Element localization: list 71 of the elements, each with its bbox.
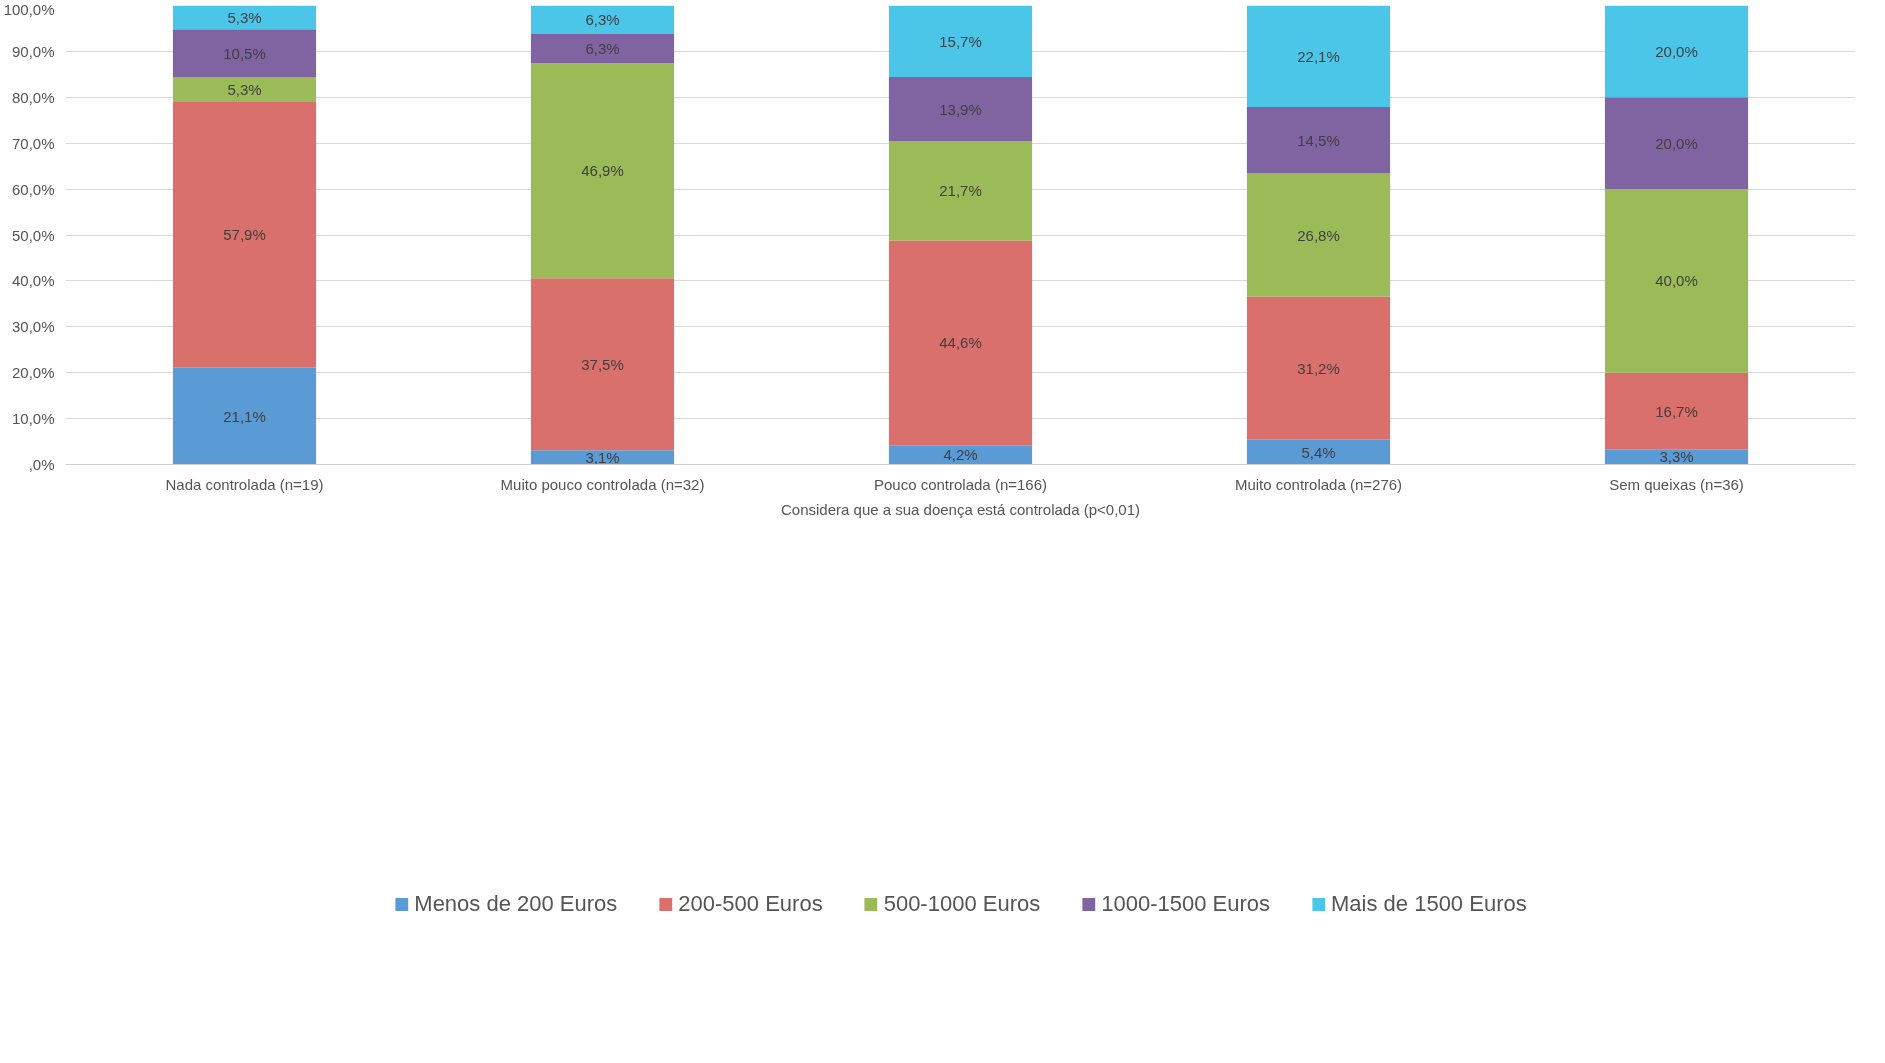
- y-tick-label: 20,0%: [11, 364, 55, 382]
- bar: [1604, 189, 1749, 373]
- data-label: 4,2%: [943, 446, 978, 464]
- bar: [172, 29, 317, 78]
- data-label: 57,9%: [223, 226, 266, 244]
- data-label: 3,1%: [585, 448, 620, 466]
- x-tick-label: Sem queixas (n=36): [1609, 475, 1744, 493]
- y-tick-label: 60,0%: [11, 180, 55, 198]
- data-label: 37,5%: [581, 355, 624, 373]
- data-label: 6,3%: [585, 11, 620, 28]
- bar: [1604, 372, 1749, 450]
- bar: [1604, 5, 1749, 98]
- legend-label: Mais de 1500 Euros: [1331, 890, 1527, 917]
- legend-label: 200-500 Euros: [678, 890, 823, 917]
- data-label: 15,7%: [939, 32, 982, 50]
- y-tick-label: 10,0%: [11, 410, 55, 428]
- y-tick-label: ,0%: [28, 456, 55, 473]
- bar: [888, 5, 1033, 78]
- y-tick-label: 40,0%: [11, 272, 55, 290]
- legend-label: 500-1000 Euros: [883, 890, 1041, 917]
- bar: [530, 5, 675, 34]
- data-label: 13,9%: [939, 100, 982, 118]
- bar: [1246, 173, 1391, 297]
- bar: [1246, 5, 1391, 107]
- data-label: 5,3%: [227, 81, 262, 99]
- data-label: 14,5%: [1297, 131, 1340, 149]
- bar: [1246, 296, 1391, 440]
- legend-label: Menos de 200 Euros: [414, 890, 618, 917]
- x-tick-label: Muito controlada (n=276): [1234, 475, 1403, 493]
- bar: [530, 62, 675, 279]
- data-label: 6,3%: [585, 39, 620, 57]
- data-label: 10,5%: [223, 44, 266, 62]
- data-label: 22,1%: [1297, 47, 1340, 65]
- data-label: 20,0%: [1655, 134, 1698, 152]
- data-label: 44,6%: [939, 334, 982, 352]
- bar: [172, 5, 317, 30]
- bar: [888, 240, 1033, 446]
- y-tick-label: 80,0%: [11, 88, 55, 106]
- bar: [530, 278, 675, 451]
- bar: [1246, 106, 1391, 174]
- x-tick-label: Pouco controlada (n=166): [873, 475, 1048, 493]
- bar: [888, 140, 1033, 241]
- data-label: 26,8%: [1297, 226, 1340, 244]
- bar: [1604, 449, 1749, 465]
- legend-label: 1000-1500 Euros: [1101, 890, 1271, 917]
- data-label: 5,4%: [1301, 443, 1336, 461]
- y-tick-label: 30,0%: [11, 318, 55, 336]
- data-label: 5,3%: [227, 8, 262, 26]
- data-label: 21,7%: [939, 182, 982, 200]
- data-label: 46,9%: [581, 162, 624, 180]
- data-label: 21,1%: [223, 407, 266, 425]
- bar: [172, 77, 317, 102]
- x-tick-label: Muito pouco controlada (n=32): [500, 475, 705, 493]
- data-label: 31,2%: [1297, 359, 1340, 377]
- data-label: 20,0%: [1655, 42, 1698, 60]
- x-tick-label: Nada controlada (n=19): [165, 475, 324, 493]
- bar: [1604, 97, 1749, 190]
- y-tick-label: 90,0%: [11, 42, 55, 60]
- bar: [888, 77, 1033, 141]
- data-label: 3,3%: [1659, 448, 1694, 466]
- bar: [172, 101, 317, 368]
- y-tick-label: 50,0%: [11, 226, 55, 244]
- y-tick-label: 70,0%: [11, 134, 55, 152]
- bar: [530, 33, 675, 63]
- data-label: 40,0%: [1655, 272, 1698, 290]
- bar: [1246, 439, 1391, 465]
- x-axis-title: Considera que a sua doença está controlada (p<0,01): [781, 500, 1140, 518]
- bar: [888, 445, 1033, 465]
- bar: [172, 367, 317, 465]
- data-label: 16,7%: [1655, 402, 1698, 420]
- y-tick-label: 100,0%: [3, 0, 55, 18]
